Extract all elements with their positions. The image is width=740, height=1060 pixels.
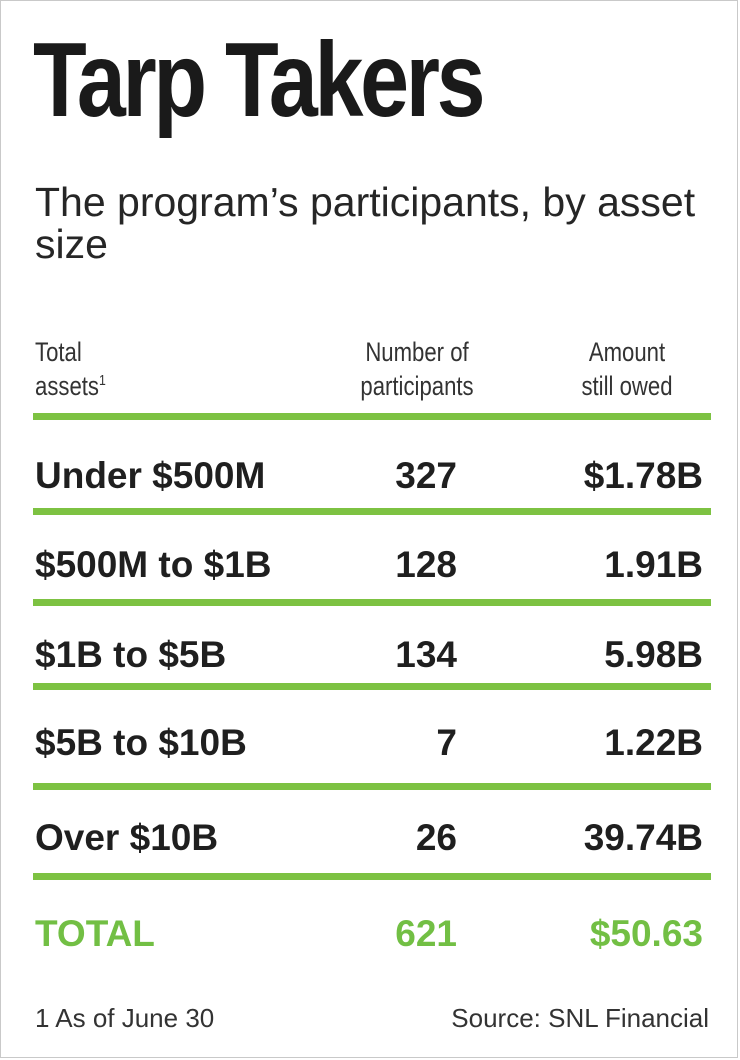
row-divider — [33, 783, 711, 790]
row-amount-owed: $1.78B — [583, 455, 703, 496]
row-divider — [33, 413, 711, 420]
row-amount-owed: 5.98B — [604, 634, 703, 675]
row-amount-owed: 1.22B — [604, 722, 703, 763]
row-label: $1B to $5B — [35, 634, 227, 675]
row-label: $500M to $1B — [35, 544, 272, 585]
footnote-mark: 1 — [98, 372, 106, 389]
column-header-assets: Total assets1 — [35, 335, 106, 403]
column-header-participants: Number of participants — [360, 337, 474, 401]
row-divider — [33, 508, 711, 515]
row-participants: 128 — [395, 544, 457, 585]
chart-title: Tarp Takers — [33, 21, 486, 139]
row-amount-owed: 1.91B — [604, 544, 703, 585]
row-participants: 7 — [436, 722, 457, 763]
chart-subtitle: The program’s participants, by asset siz… — [35, 179, 696, 267]
row-divider — [33, 873, 711, 880]
source-credit: Source: SNL Financial — [451, 1003, 709, 1033]
footnote: 1 As of June 30 — [35, 1003, 215, 1033]
row-label: Over $10B — [35, 817, 219, 858]
total-amount-owed: $50.63 — [589, 913, 703, 954]
row-participants: 327 — [395, 455, 457, 496]
total-label: TOTAL — [35, 913, 155, 954]
row-divider — [33, 599, 711, 606]
total-participants: 621 — [395, 913, 457, 954]
row-amount-owed: 39.74B — [583, 817, 703, 858]
row-participants: 134 — [395, 634, 457, 675]
row-label: $5B to $10B — [35, 722, 247, 763]
column-header-owed: Amount still owed — [581, 337, 673, 401]
row-label: Under $500M — [35, 455, 266, 496]
row-participants: 26 — [415, 817, 457, 858]
column-header-assets-label: Total assets — [35, 337, 99, 401]
row-divider — [33, 683, 711, 690]
